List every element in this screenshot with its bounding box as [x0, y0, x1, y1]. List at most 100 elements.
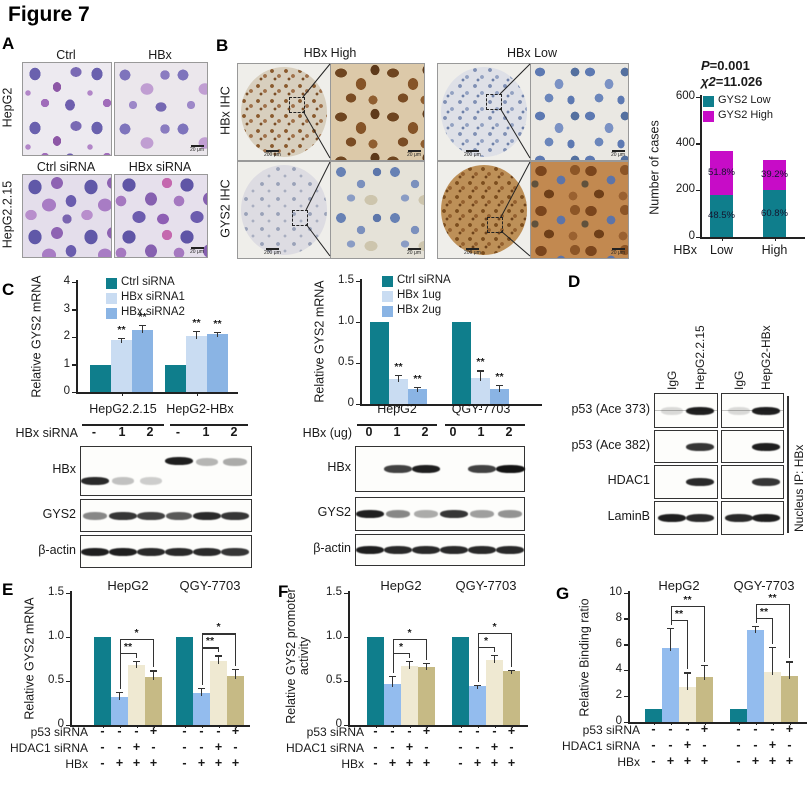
- sig-label: *: [492, 620, 497, 633]
- blot-band: [165, 511, 193, 520]
- figure-title: Figure 7: [8, 3, 90, 26]
- x-tick: [409, 725, 411, 728]
- ihc-zoom-hbx-low: 20 μm: [530, 63, 629, 161]
- inset-box: [289, 97, 305, 113]
- group-title: HepG2: [107, 578, 149, 593]
- legend-swatch: [106, 308, 117, 319]
- y-tick-label: 3: [63, 302, 70, 315]
- bar: [471, 377, 490, 404]
- sig-bracket: [771, 617, 773, 645]
- y-tick: [624, 695, 628, 698]
- x-tick: [774, 237, 776, 241]
- blot-band: [80, 547, 110, 556]
- sig-bracket: [217, 647, 219, 653]
- ihc-zoom-gys2-hbx-low: 20 μm: [530, 161, 629, 259]
- condition-symbol: +: [214, 756, 223, 770]
- sig-bracket: [392, 652, 410, 654]
- condition-symbol: +: [785, 722, 794, 736]
- chart-gys2-mrna-hbx-sirna: 0 1 2 3 4 Relative GYS2 mRNA Ctrl siRNA HBx siR…: [30, 275, 280, 400]
- blot-band: [192, 511, 222, 520]
- p-value: P=0.001: [701, 58, 750, 73]
- blot-band: [414, 510, 438, 518]
- sig-bracket: [201, 647, 219, 649]
- condition-row-label: HDAC1 siRNA: [9, 741, 88, 755]
- blot-box: [654, 393, 718, 428]
- y-tick-label: 0: [335, 718, 342, 730]
- condition-symbol: +: [388, 756, 397, 770]
- micrograph-hepg2215-ctrl-sirna: [22, 174, 112, 258]
- condition-symbol: -: [233, 740, 238, 754]
- sig-bracket: [670, 605, 672, 625]
- blot-box: [721, 465, 784, 499]
- chi-symbol: χ2: [701, 74, 716, 89]
- blot-column-label: HepG2-HBx: [758, 325, 773, 390]
- error-bar-cap: [684, 672, 691, 674]
- bar: [662, 648, 679, 722]
- bar: [111, 696, 128, 725]
- condition-symbol: -: [685, 722, 690, 736]
- group-title: QGY-7703: [733, 578, 795, 593]
- sig-bracket: [408, 652, 410, 658]
- y-tick: [624, 721, 628, 723]
- sig-bracket: [425, 638, 427, 660]
- y-tick: [356, 362, 360, 364]
- x-axis-line: [360, 404, 542, 406]
- y-tick-label: 400: [675, 136, 695, 149]
- stacked-bar-segment: [710, 195, 733, 237]
- legend-label: HBx siRNA2: [121, 306, 185, 318]
- lane-value: 2: [146, 425, 154, 439]
- blot-row-label: HDAC1: [607, 473, 650, 487]
- sig-label: **: [413, 372, 422, 385]
- sig-bracket: [119, 638, 121, 689]
- ihc-zoom-gys2-hbx-high: 20 μm: [330, 161, 425, 259]
- blot-band: [383, 546, 413, 554]
- blot-column-label: HepG2.2.15: [692, 325, 707, 390]
- y-tick-label: 0: [615, 715, 622, 727]
- condition-symbol: -: [492, 724, 497, 738]
- error-bar-cap: [118, 337, 125, 339]
- lane-value: 0: [365, 425, 373, 439]
- y-tick-label: 10: [609, 586, 622, 598]
- panel-e-letter: E: [2, 580, 14, 599]
- y-tick: [66, 592, 70, 594]
- bar: [730, 709, 747, 722]
- panel-a-col-ctrl: Ctrl: [56, 48, 76, 62]
- panel-f-letter: F: [278, 582, 289, 601]
- sig-bracket: [788, 603, 790, 659]
- y-tick-label: 4: [615, 663, 622, 676]
- blot-box: [721, 393, 784, 428]
- sig-bracket: [392, 638, 427, 640]
- bar: [370, 322, 389, 404]
- error-bar-cap: [423, 662, 430, 664]
- condition-symbol: -: [407, 724, 412, 738]
- stacked-bar-segment: [710, 150, 733, 195]
- y-tick: [624, 592, 628, 594]
- condition-symbol: -: [668, 738, 673, 752]
- lane-value: 1: [202, 425, 210, 439]
- bar: [452, 322, 471, 404]
- blot-band: [751, 442, 781, 451]
- y-axis-label: Number of cases: [647, 120, 662, 215]
- condition-row-label: p53 siRNA: [306, 725, 364, 739]
- condition-symbol: -: [199, 724, 204, 738]
- blot-box: [654, 430, 718, 463]
- condition-symbol: +: [149, 756, 158, 770]
- sig-label: **: [213, 317, 222, 330]
- sig-label: *: [134, 626, 139, 639]
- panel-d-letter: D: [568, 272, 581, 291]
- condition-symbol: -: [736, 738, 741, 752]
- condition-row-label: HBx: [617, 755, 640, 769]
- micrograph-hepg2-ctrl: [22, 62, 112, 156]
- error-bar-cap: [215, 655, 222, 657]
- condition-row-label: HDAC1 siRNA: [285, 741, 364, 755]
- error-bar: [408, 660, 411, 670]
- condition-symbol: +: [700, 722, 709, 736]
- error-bar: [195, 330, 198, 339]
- x-tick: [196, 392, 198, 396]
- blot-band: [724, 514, 754, 522]
- x-tick: [772, 722, 774, 725]
- x-tick: [687, 722, 689, 725]
- error-bar: [493, 654, 496, 663]
- legend-swatch: [382, 291, 393, 302]
